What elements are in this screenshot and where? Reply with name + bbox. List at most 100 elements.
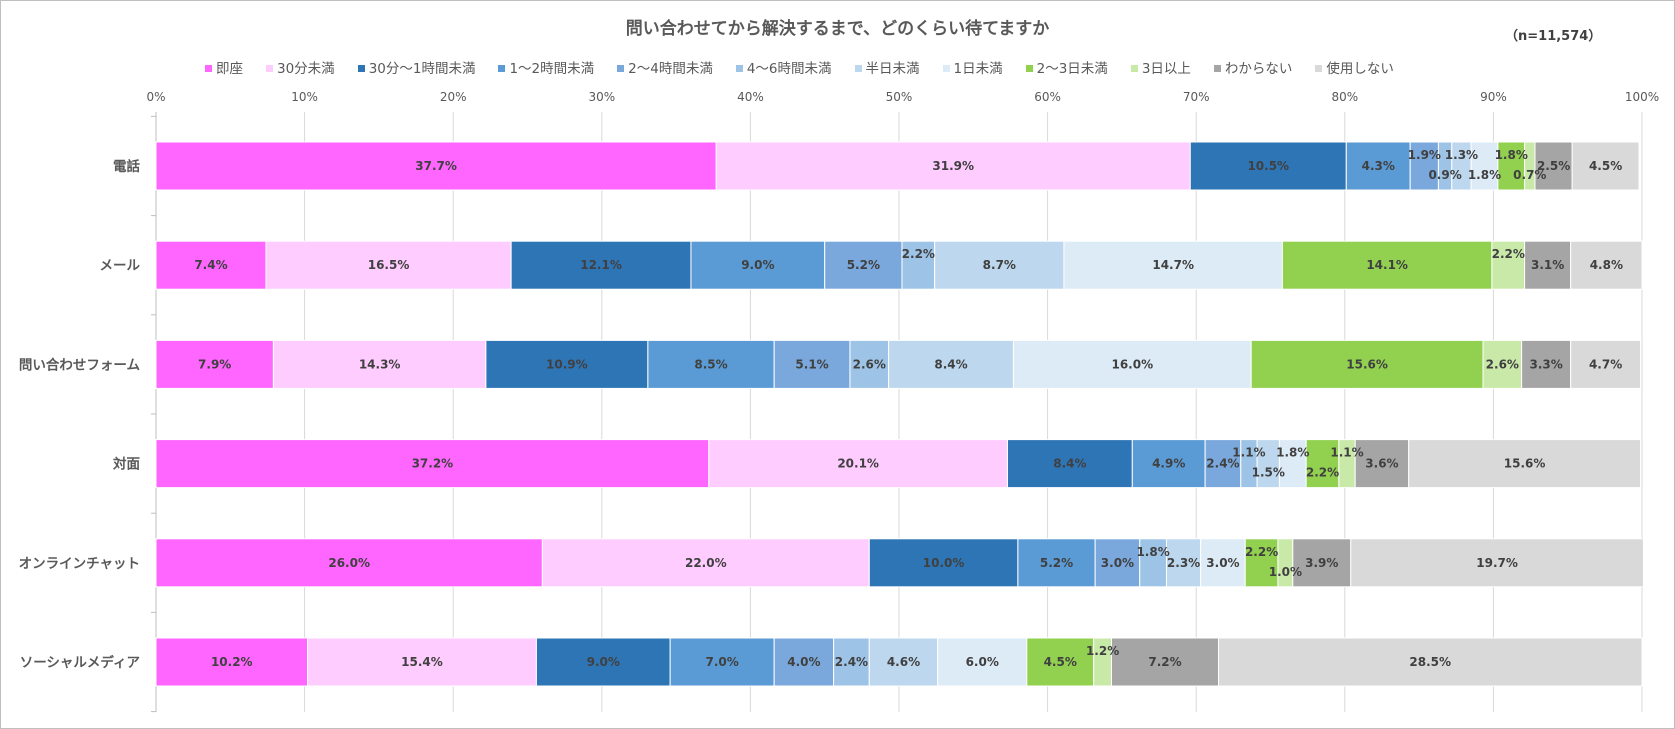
legend-swatch (1315, 65, 1323, 72)
data-label: 14.7% (1152, 258, 1194, 272)
data-label: 16.0% (1111, 357, 1153, 371)
bar-segment (1408, 439, 1642, 489)
bar-segment (1470, 141, 1499, 191)
legend-swatch (735, 65, 743, 72)
legend-item: 4〜6時間未満 (735, 57, 832, 77)
legend-label: 1日未満 (953, 61, 1003, 77)
bar-segment (155, 339, 274, 389)
data-label: 19.7% (1476, 556, 1518, 570)
legend-item: 2〜4時間未満 (617, 57, 713, 77)
bar-segment (1570, 339, 1642, 389)
data-label: 2.6% (1486, 357, 1519, 371)
data-label: 10.2% (211, 655, 253, 669)
data-label: 1.1% (1232, 446, 1265, 460)
legend-label: 4〜6時間未満 (746, 61, 832, 77)
data-label: 4.3% (1362, 159, 1395, 173)
legend-swatch (1213, 65, 1221, 72)
data-label: 28.5% (1409, 655, 1451, 669)
bar-segment (1131, 439, 1206, 489)
legend-swatch (205, 65, 212, 72)
bar-segment (1524, 240, 1572, 290)
data-label: 3.6% (1365, 457, 1398, 471)
data-label: 15.6% (1346, 357, 1388, 371)
bar-segment (1292, 538, 1352, 588)
data-label: 0.7% (1513, 168, 1546, 182)
bar-segment (1482, 339, 1523, 389)
bar-segment (1534, 141, 1573, 191)
category-label: メール (100, 258, 141, 274)
data-label: 6.0% (966, 655, 999, 669)
data-label: 26.0% (328, 556, 370, 570)
data-label: 1.5% (1252, 466, 1285, 480)
legend-label: 30分未満 (277, 61, 335, 77)
legend-label: 2〜3日未満 (1036, 61, 1108, 77)
chart-title: 問い合わせてから解決するまで、どのくらい待てますか (625, 19, 1050, 39)
data-label: 2.4% (835, 655, 868, 669)
data-label: 1.2% (1086, 644, 1119, 658)
data-label: 3.1% (1531, 258, 1564, 272)
data-label: 1.8% (1276, 446, 1309, 460)
data-label: 4.6% (887, 655, 920, 669)
bar-segment (272, 339, 487, 389)
bar-segment (1354, 439, 1410, 489)
bar-segment (868, 538, 1019, 588)
x-tick-label: 10% (291, 90, 318, 104)
category-label: オンラインチャット (19, 556, 140, 572)
bar-segment (1497, 141, 1526, 191)
data-label: 3.9% (1305, 556, 1338, 570)
data-label: 3.0% (1206, 556, 1239, 570)
bar-segment (1204, 439, 1242, 489)
bar-segment (265, 240, 512, 290)
data-label: 2.2% (902, 247, 935, 261)
data-label: 8.4% (1053, 457, 1086, 471)
bar-segment (1305, 439, 1340, 489)
data-label: 8.7% (983, 258, 1016, 272)
data-label: 4.7% (1589, 357, 1622, 371)
x-tick-label: 70% (1183, 90, 1210, 104)
data-label: 2.2% (1492, 247, 1525, 261)
legend-label: 使用しない (1326, 61, 1394, 77)
bar-segment (1281, 240, 1493, 290)
bar-segment (1250, 339, 1484, 389)
bar-segment (155, 439, 710, 489)
bar-segment (1012, 339, 1252, 389)
data-label: 7.4% (194, 258, 227, 272)
data-label: 10.9% (546, 357, 588, 371)
data-label: 5.2% (847, 258, 880, 272)
legend: 即座 30分未満 30分〜1時間未満 1〜2時間未満 2〜4時間未満 4〜6時間未満 半日未… (205, 57, 1417, 77)
legend-item: 即座 (205, 57, 243, 77)
x-tick-label: 40% (737, 90, 764, 104)
data-label: 8.5% (694, 357, 727, 371)
legend-swatch (617, 65, 625, 72)
legend-label: 2〜4時間未満 (628, 61, 713, 77)
bar-segment (708, 439, 1008, 489)
data-label: 1.3% (1445, 148, 1478, 162)
bar-segment (1200, 538, 1246, 588)
bar-segment (307, 637, 537, 687)
data-label: 2.4% (1206, 457, 1239, 471)
bar-segment (1165, 538, 1202, 588)
category-label: ソーシャルメディア (20, 654, 140, 671)
data-label: 8.4% (934, 357, 967, 371)
x-tick-label: 30% (588, 90, 615, 104)
x-tick-label: 80% (1331, 90, 1358, 104)
x-tick-label: 20% (440, 90, 467, 104)
data-label: 4.0% (787, 655, 820, 669)
x-tick-label: 100% (1625, 90, 1659, 104)
bar-segment (773, 339, 851, 389)
bar-segment (1521, 339, 1572, 389)
data-label: 14.3% (359, 357, 401, 371)
bar-segment (155, 637, 309, 687)
data-label: 20.1% (837, 457, 879, 471)
bar-segment (901, 240, 936, 290)
bar-segment (510, 240, 692, 290)
data-label: 37.7% (415, 159, 457, 173)
data-label: 37.2% (412, 457, 454, 471)
data-label: 2.6% (853, 357, 886, 371)
legend-swatch (357, 65, 365, 72)
legend-swatch (1130, 65, 1138, 72)
x-tick-label: 0% (146, 90, 165, 104)
bar-segment (824, 240, 903, 290)
data-label: 22.0% (685, 556, 727, 570)
